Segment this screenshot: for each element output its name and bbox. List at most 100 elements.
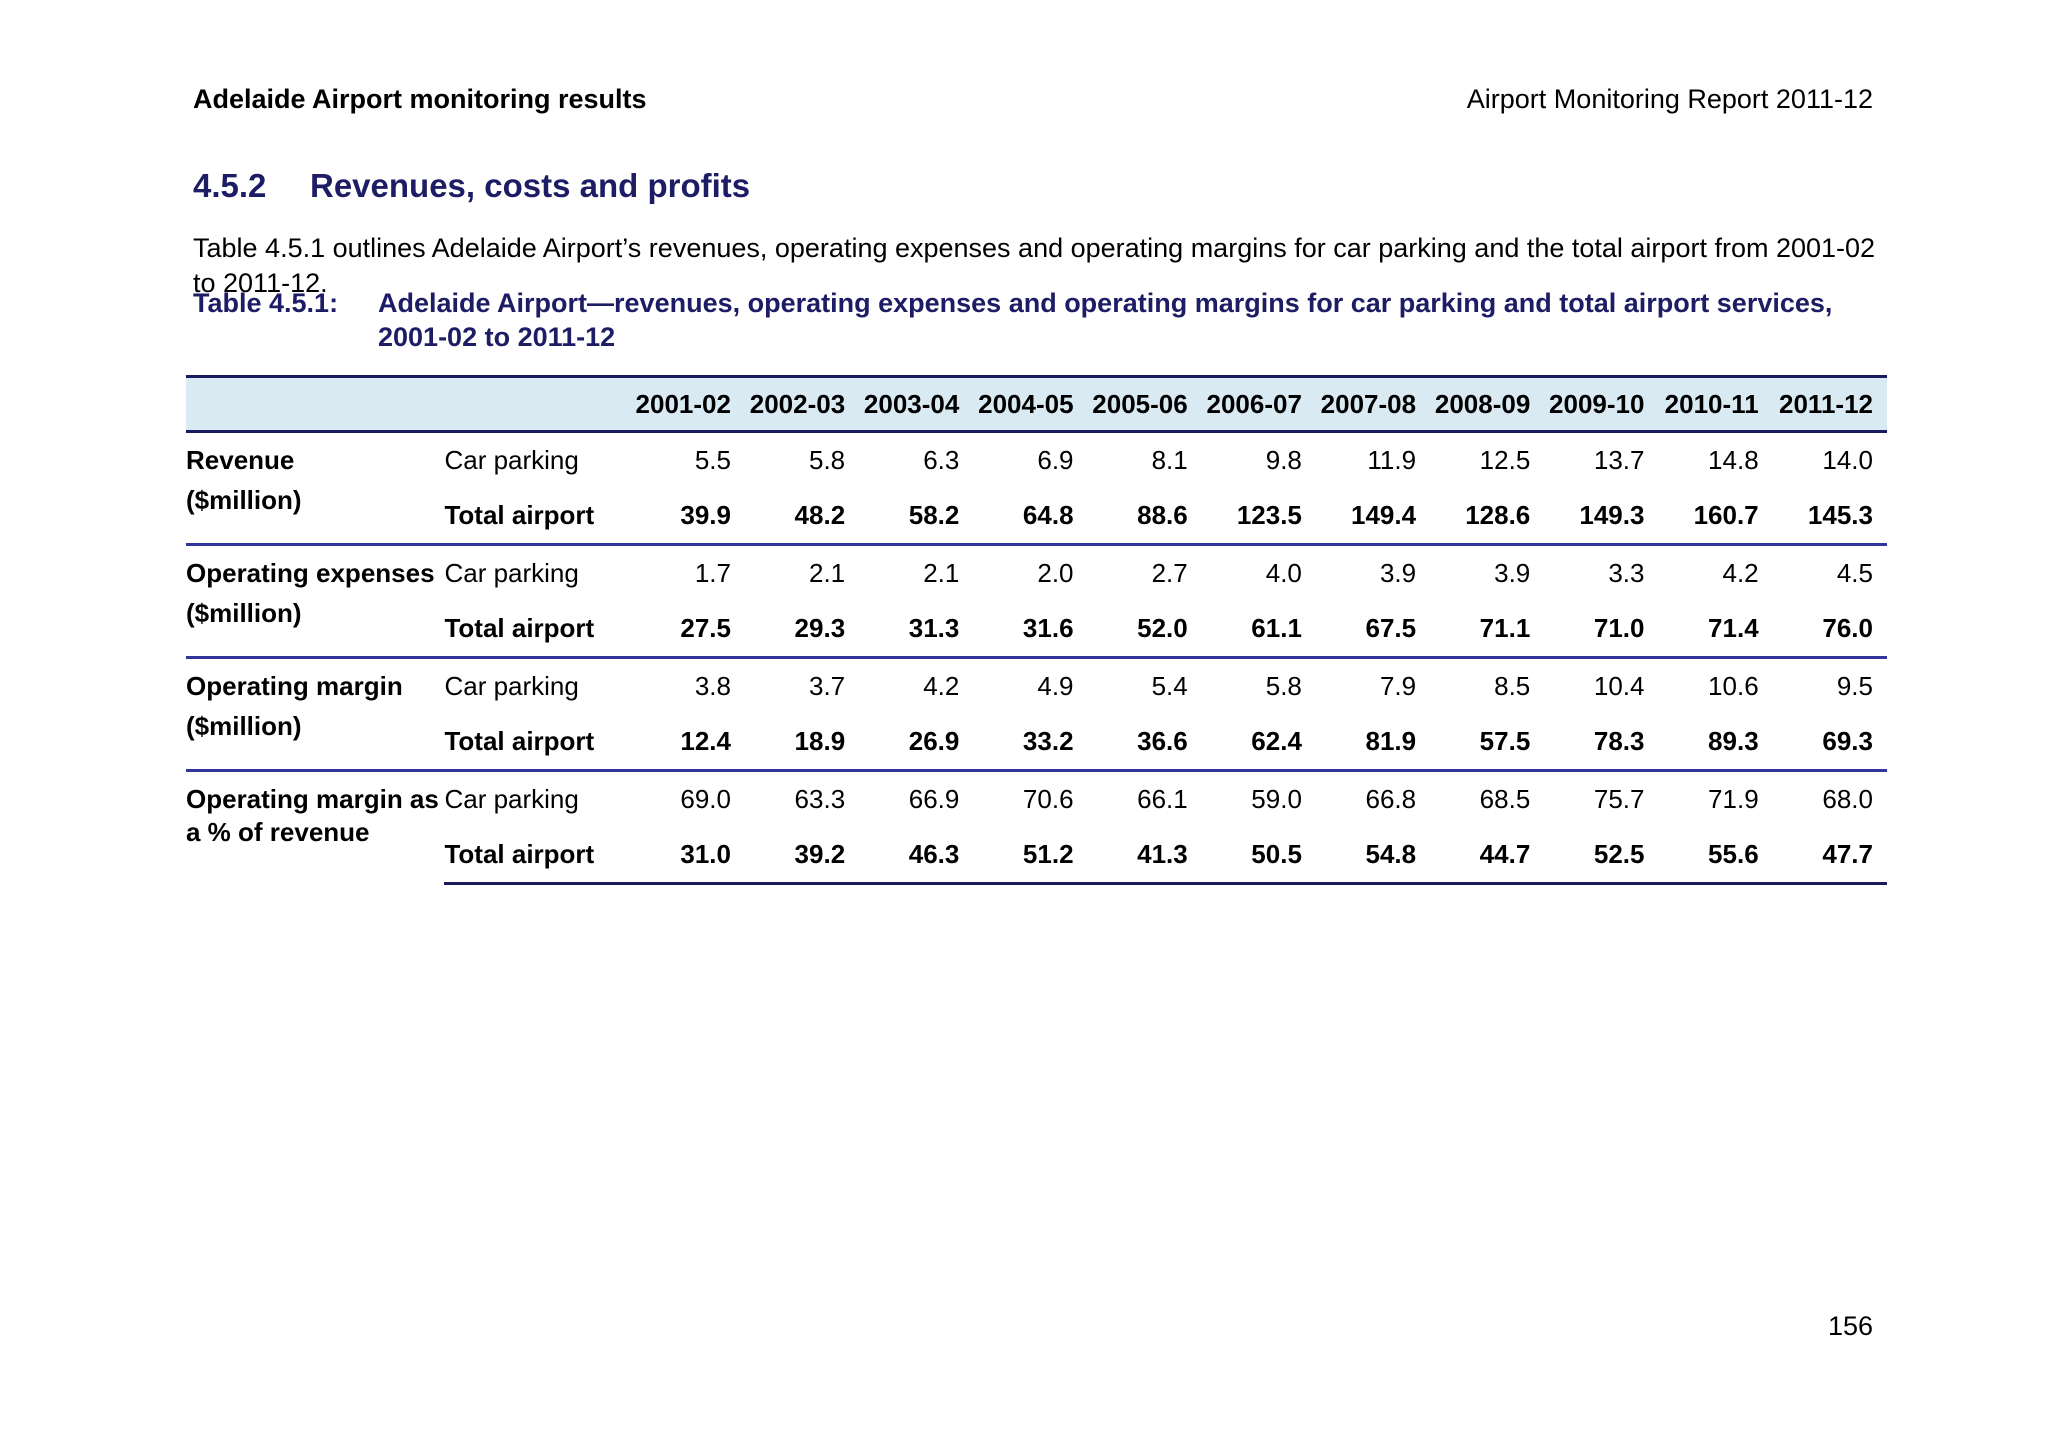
table-row: Total airport 31.0 39.2 46.3 51.2 41.3 50.5 54.… xyxy=(186,827,1887,885)
year-column-header: 2004-05 xyxy=(973,375,1088,433)
year-column-header: 2003-04 xyxy=(859,375,974,433)
table-section: Operating margin as a % of revenue Car par… xyxy=(186,769,1887,885)
value-cell: 63.3 xyxy=(744,769,860,827)
table-caption-label: Table 4.5.1: xyxy=(193,288,339,318)
table-caption-line-1: Adelaide Airport—revenues, operating exp… xyxy=(378,288,1833,318)
value-cell: 149.3 xyxy=(1579,500,1645,530)
value-cell: 29.3 xyxy=(794,613,846,643)
value-cell: 4.0 xyxy=(1201,543,1316,601)
table-row: Total airport 39.9 48.2 58.2 64.8 88.6 123.5 14… xyxy=(186,488,1887,545)
table-row: Revenue ($million) Car parking 5.5 5.8 6.3 6.9… xyxy=(186,432,1887,515)
row-group-label: Operating expenses ($million) xyxy=(186,543,445,658)
value-cell: 89.3 xyxy=(1708,726,1759,756)
value-cell: 71.0 xyxy=(1593,613,1645,643)
section-heading: 4.5.2 Revenues, costs and profits xyxy=(193,166,750,206)
value-cell: 31.3 xyxy=(908,613,960,643)
value-cell: 10.6 xyxy=(1658,656,1773,714)
value-cell: 57.5 xyxy=(1479,726,1531,756)
value-cell: 160.7 xyxy=(1693,500,1759,530)
value-cell: 75.7 xyxy=(1544,769,1659,827)
value-cell: 51.2 xyxy=(973,827,1088,885)
page-number: 156 xyxy=(1827,1311,1873,1341)
year-column-header: 2005-06 xyxy=(1087,375,1202,433)
value-cell: 1.7 xyxy=(630,543,745,601)
row-label: Car parking xyxy=(444,656,631,714)
year-header-row: 2001-02 2002-03 2003-04 2004-05 2005-06 2006-… xyxy=(186,375,1887,433)
value-cell: 18.9 xyxy=(794,726,846,756)
year-column-header: 2006-07 xyxy=(1201,375,1316,433)
value-cell: 13.7 xyxy=(1593,445,1645,475)
row-group-label-line: a % of revenue xyxy=(186,817,370,847)
value-cell: 5.8 xyxy=(809,445,846,475)
row-group-label-line: Revenue xyxy=(186,445,295,475)
value-cell: 9.5 xyxy=(1772,656,1887,714)
value-cell: 61.1 xyxy=(1251,613,1302,643)
value-cell: 7.9 xyxy=(1315,656,1431,714)
row-label: Total airport xyxy=(444,500,595,530)
value-cell: 31.0 xyxy=(630,827,745,885)
row-label: Car parking xyxy=(444,769,631,827)
value-cell: 67.5 xyxy=(1365,613,1417,643)
value-cell: 9.8 xyxy=(1265,445,1302,475)
value-cell: 3.9 xyxy=(1315,543,1431,601)
row-group-label-line: ($million) xyxy=(186,598,302,628)
value-cell: 39.9 xyxy=(680,500,731,530)
year-column-header: 2009-10 xyxy=(1544,375,1659,433)
value-cell: 5.5 xyxy=(694,445,731,475)
table-section: Revenue ($million) Car parking 5.5 5.8 6.3 6.9… xyxy=(186,432,1887,545)
table-caption: Table 4.5.1: Adelaide Airport—revenues, … xyxy=(193,287,1893,355)
value-cell: 55.6 xyxy=(1658,827,1773,885)
table-section: Operating expenses ($million) Car parking 1… xyxy=(186,543,1887,658)
table-section: Operating margin ($million) Car parking 3.8… xyxy=(186,656,1887,771)
table-row: Operating margin as a % of revenue Car par… xyxy=(186,769,1887,884)
value-cell: 54.8 xyxy=(1315,827,1431,885)
value-cell: 149.4 xyxy=(1351,500,1417,530)
year-column-header: 2007-08 xyxy=(1315,375,1431,433)
row-label: Car parking xyxy=(444,543,631,601)
value-cell: 39.2 xyxy=(744,827,860,885)
value-cell: 33.2 xyxy=(1022,726,1074,756)
row-group-label-line: Operating margin xyxy=(186,671,403,701)
value-cell: 64.8 xyxy=(1022,500,1074,530)
table-caption-line-2: 2001-02 to 2011-12 xyxy=(378,321,616,352)
table-caption-text: Adelaide Airport—revenues, operating exp… xyxy=(378,287,1832,355)
value-cell: 78.3 xyxy=(1593,726,1645,756)
year-column-header: 2010-11 xyxy=(1658,375,1773,433)
value-cell: 145.3 xyxy=(1807,500,1873,530)
value-cell: 52.0 xyxy=(1137,613,1188,643)
value-cell: 3.7 xyxy=(744,656,860,714)
row-label: Total airport xyxy=(444,613,595,643)
value-cell: 27.5 xyxy=(680,613,731,643)
value-cell: 3.3 xyxy=(1544,543,1659,601)
value-cell: 62.4 xyxy=(1251,726,1302,756)
value-cell: 6.3 xyxy=(923,445,960,475)
value-cell: 4.5 xyxy=(1772,543,1887,601)
running-header: Adelaide Airport monitoring results Airp… xyxy=(193,83,1873,115)
table-row: Total airport 12.4 18.9 26.9 33.2 36.6 62.4 81.… xyxy=(186,714,1887,771)
value-cell: 4.2 xyxy=(859,656,974,714)
table-row: Operating margin ($million) Car parking 3.8… xyxy=(186,656,1887,771)
header-stub-cell xyxy=(186,375,445,433)
value-cell: 59.0 xyxy=(1201,769,1316,827)
revenues-costs-profits-table: 2001-02 2002-03 2003-04 2004-05 2005-06 2006-… xyxy=(186,375,1887,885)
value-cell: 41.3 xyxy=(1087,827,1202,885)
section-number: 4.5.2 xyxy=(193,167,267,204)
value-cell: 48.2 xyxy=(794,500,846,530)
running-header-left: Adelaide Airport monitoring results xyxy=(193,84,647,114)
value-cell: 12.5 xyxy=(1479,445,1531,475)
year-column-header: 2002-03 xyxy=(744,375,860,433)
value-cell: 12.4 xyxy=(680,726,731,756)
table-row: Total airport 27.5 29.3 31.3 31.6 52.0 61.1 67.… xyxy=(186,601,1887,658)
row-label: Total airport xyxy=(444,726,595,756)
table-row: Operating expenses ($million) Car parking 1… xyxy=(186,543,1887,658)
value-cell: 31.6 xyxy=(1022,613,1074,643)
value-cell: 14.8 xyxy=(1708,445,1759,475)
value-cell: 70.6 xyxy=(973,769,1088,827)
value-cell: 3.9 xyxy=(1430,543,1545,601)
value-cell: 66.9 xyxy=(859,769,974,827)
row-group-label-line: Operating margin as xyxy=(186,784,439,814)
value-cell: 46.3 xyxy=(859,827,974,885)
year-column-header: 2008-09 xyxy=(1430,375,1545,433)
year-column-header: 2001-02 xyxy=(630,375,745,433)
